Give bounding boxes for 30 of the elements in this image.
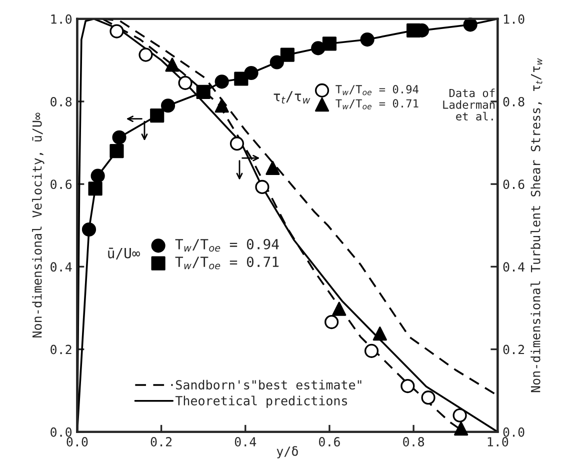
y-tick-label: 0.0 bbox=[50, 427, 72, 437]
y-tick-label: 0.6 bbox=[50, 180, 72, 190]
y2-tick-label: 1.0 bbox=[504, 14, 524, 24]
y-tick-label: 1.0 bbox=[51, 14, 72, 24]
y2-tick-label: 0.8 bbox=[503, 96, 524, 106]
x-axis-title: y/δ bbox=[276, 446, 298, 458]
x-tick-label: 0.0 bbox=[66, 437, 88, 446]
annotation: τ$_{t}$/τ$_{w}$ bbox=[274, 91, 310, 104]
legend-label: T$_{w}$/T$_{oe}$ = 0.71 bbox=[175, 256, 279, 270]
y-tick-label: 0.8 bbox=[50, 96, 72, 106]
y2-tick-label: 0.2 bbox=[503, 344, 524, 354]
x-tick-label: 0.4 bbox=[234, 437, 256, 446]
x-tick-label: 1.0 bbox=[488, 437, 508, 446]
legend-label: Sandborn's"best estimate" bbox=[176, 380, 362, 390]
x-tick-label: 0.8 bbox=[403, 437, 424, 446]
x-tick-label: 0.6 bbox=[318, 437, 340, 446]
legend-label: T$_{w}$/T$_{oe}$ = 0.94 bbox=[336, 85, 418, 96]
legend-label: Theoretical predictions bbox=[175, 396, 348, 408]
y2-axis-title: Non-dimensional Turbulent Shear Stress, τ$_{t}$/τ$_{w}$ bbox=[530, 58, 542, 392]
x-tick-label: 0.2 bbox=[150, 437, 172, 446]
annotation: ū/U∞ bbox=[108, 248, 140, 260]
annotation: Data of Laderman et al. bbox=[443, 88, 495, 121]
y-tick-label: 0.2 bbox=[50, 344, 72, 354]
y2-tick-label: 0.6 bbox=[503, 180, 524, 190]
legend-label: T$_{w}$/T$_{oe}$ = 0.94 bbox=[175, 238, 279, 252]
y-axis-title: Non-dimensional Velocity, ū/U∞ bbox=[32, 112, 44, 338]
legend-label: T$_{w}$/T$_{oe}$ = 0.71 bbox=[336, 99, 418, 110]
y2-tick-label: 0.4 bbox=[503, 262, 524, 272]
y-tick-label: 0.4 bbox=[50, 262, 72, 272]
y2-tick-label: 0.0 bbox=[503, 427, 524, 437]
